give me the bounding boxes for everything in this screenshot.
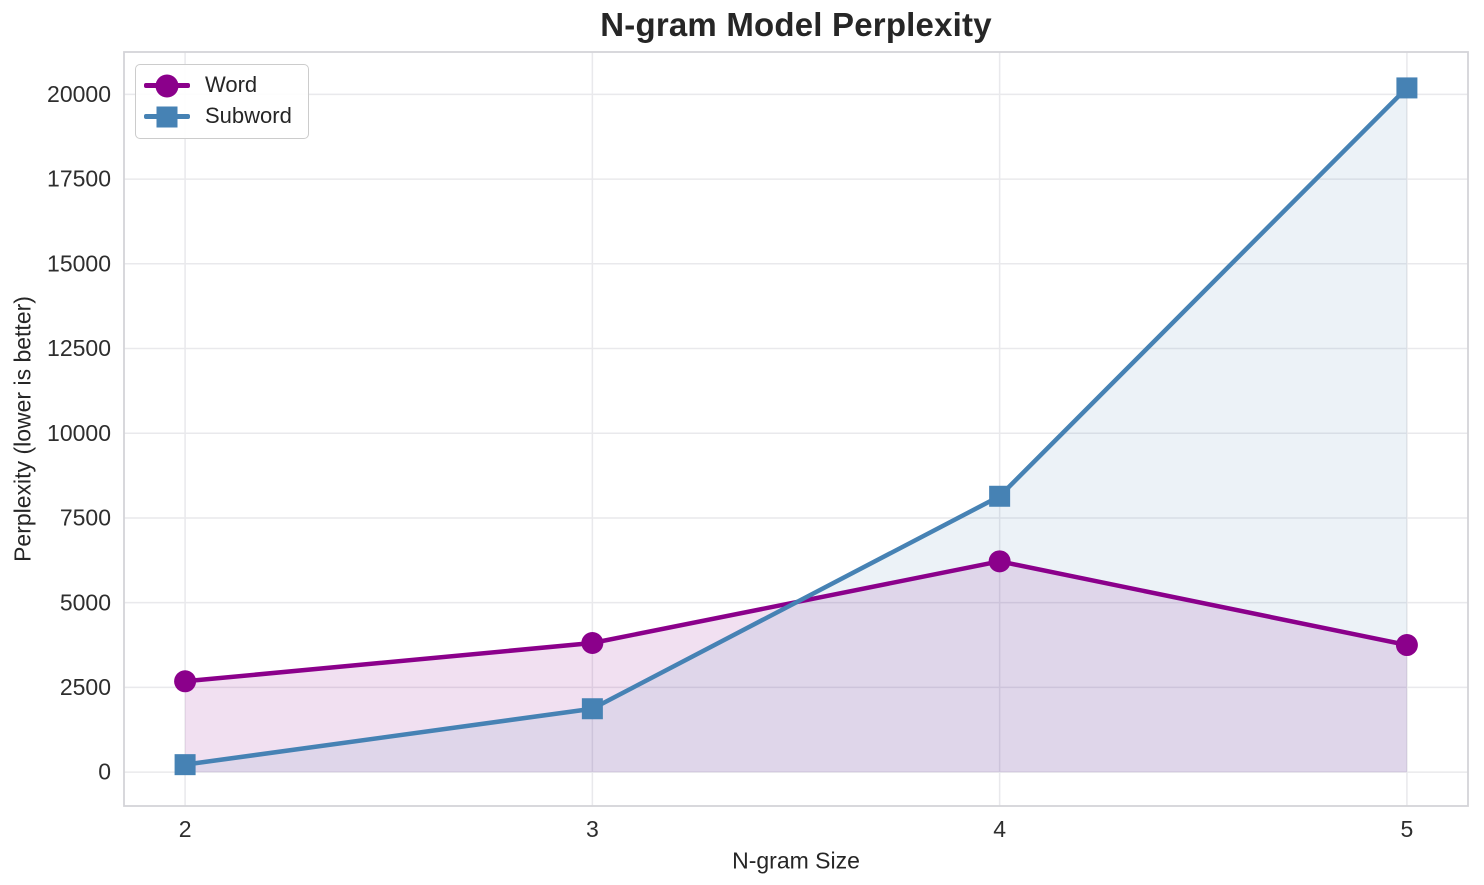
data-point-word [174,670,197,693]
data-point-subword [1396,77,1418,99]
legend-label-subword: Subword [205,102,292,128]
y-tick-label: 20000 [47,81,111,107]
x-tick-label: 3 [586,816,599,842]
y-tick-label: 5000 [60,589,111,615]
data-point-word [988,550,1011,573]
legend-item-word: Word [142,70,292,101]
y-tick-label: 2500 [60,674,111,700]
y-tick-label: 12500 [47,335,111,361]
y-axis-label: Perplexity (lower is better) [9,296,36,562]
x-tick-label: 4 [993,816,1006,842]
data-point-subword [581,698,603,720]
y-tick-label: 17500 [47,166,111,192]
series-fill-subword [185,87,1407,773]
y-tick-label: 15000 [47,250,111,276]
y-tick-label: 10000 [47,420,111,446]
series-line-subword [184,86,1409,767]
x-tick-label: 2 [179,816,192,842]
legend-item-subword: Subword [142,101,292,132]
series-fill-word [185,561,1407,773]
data-point-subword [989,485,1011,507]
square-marker-icon [156,106,178,127]
y-tick-label: 7500 [60,505,111,531]
subword-line-square-marker-icon [142,104,192,130]
axes-spine [123,51,1469,807]
legend-label-word: Word [205,71,258,97]
chart-title: N-gram Model Perplexity [600,6,992,43]
x-tick-label: 5 [1401,816,1414,842]
x-axis-label: N-gram Size [732,847,860,874]
data-point-word [1395,634,1418,657]
legend: Word Subword [135,64,309,139]
data-point-subword [174,754,196,776]
word-line-circle-marker-icon [142,73,192,99]
circle-marker-icon [155,74,179,97]
data-point-word [581,632,604,655]
y-tick-label: 0 [98,759,111,785]
